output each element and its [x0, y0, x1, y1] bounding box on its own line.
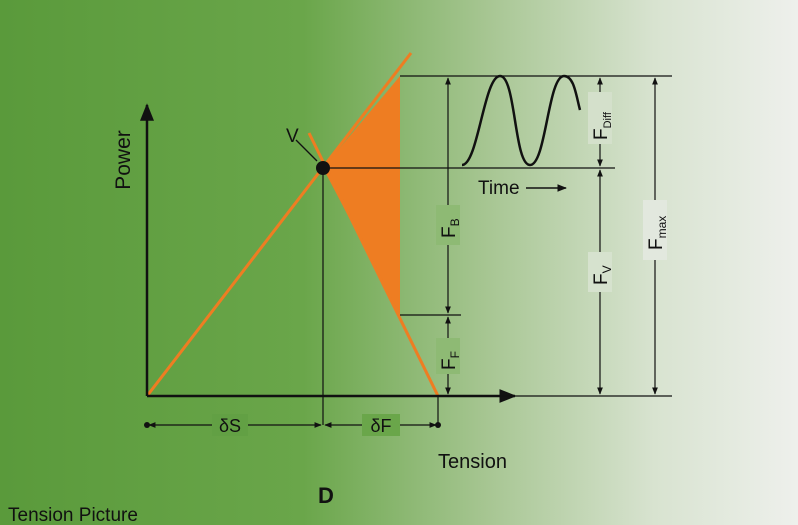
delta-s-start-dot: [144, 422, 150, 428]
f-v-label-bg: [588, 252, 612, 292]
rising-orange-line: [145, 52, 413, 397]
orange-triangle: [323, 76, 400, 315]
svg-text:FDiff: FDiff: [591, 111, 614, 140]
svg-text:FB: FB: [439, 218, 462, 238]
f-b-label: FB: [439, 218, 462, 238]
y-axis-label: Power: [112, 130, 135, 190]
delta-f-end-dot: [435, 422, 441, 428]
f-diff-label-bg: [588, 92, 612, 144]
point-v-leader: [295, 139, 318, 162]
svg-text:FV: FV: [591, 265, 614, 285]
delta-s-label-bg: [212, 414, 248, 436]
x-axis-label: Tension: [438, 451, 507, 473]
f-diff-label: FDiff: [591, 111, 614, 140]
f-b-label-bg: [436, 205, 460, 245]
f-f-label: FF: [439, 351, 462, 370]
panel-letter: D: [318, 483, 334, 508]
caption: Tension Picture: [8, 505, 138, 525]
f-v-label: FV: [591, 265, 614, 285]
oscillation-curve: [461, 74, 582, 167]
time-label: Time: [478, 178, 520, 199]
point-v-label: V: [286, 126, 299, 147]
f-max-label: Fmax: [646, 216, 669, 250]
delta-f-label: δF: [370, 416, 391, 436]
f-max-label-bg: [643, 200, 667, 260]
delta-s-label: δS: [219, 416, 241, 436]
point-v: [316, 161, 330, 175]
delta-f-label-bg: [362, 414, 400, 436]
svg-text:Fmax: Fmax: [646, 216, 669, 250]
f-f-label-bg: [436, 338, 460, 374]
falling-orange-line: [307, 132, 440, 397]
svg-text:FF: FF: [439, 351, 462, 370]
